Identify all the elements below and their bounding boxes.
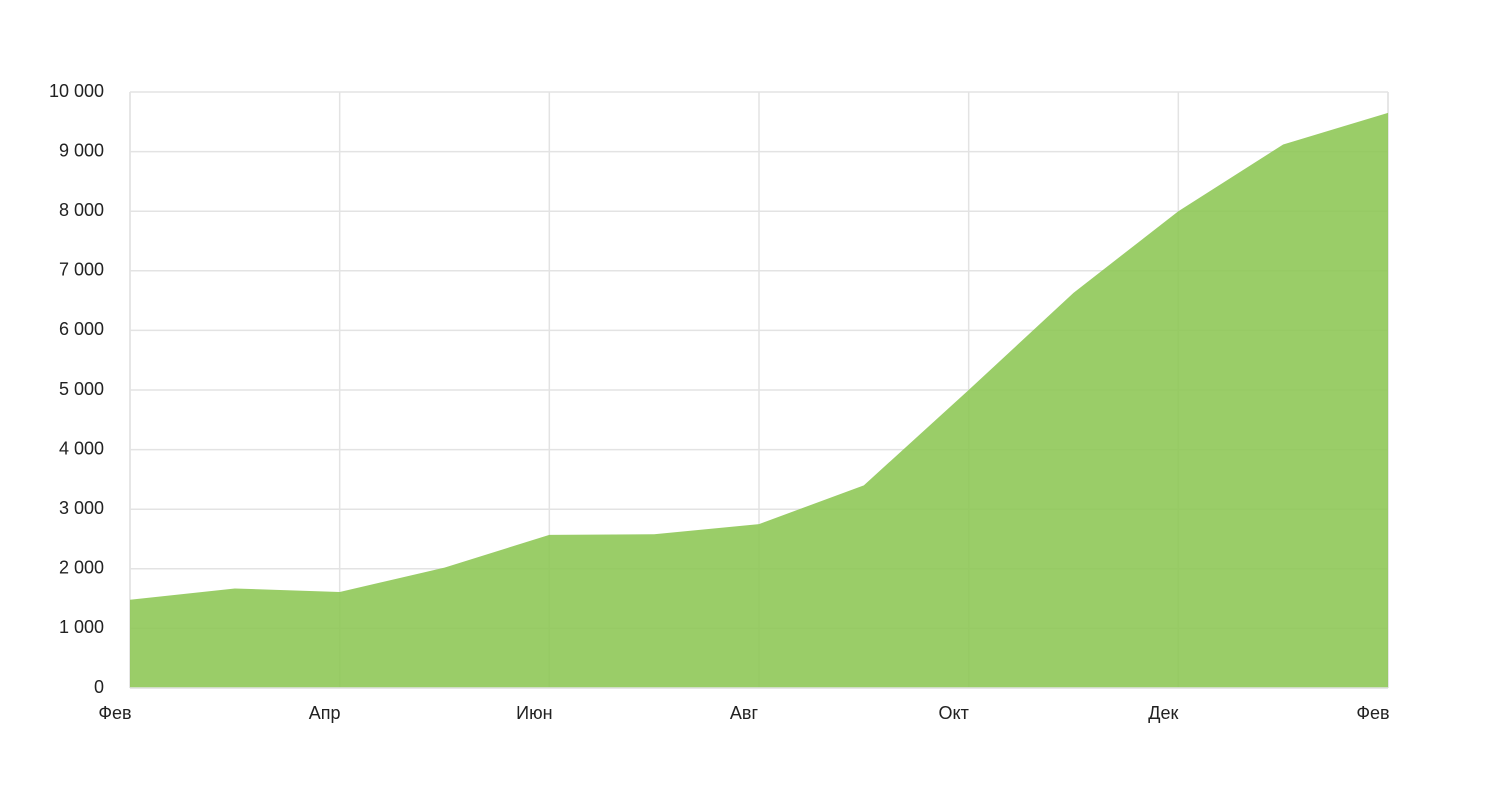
- x-tick-label: Апр: [309, 703, 341, 723]
- y-tick-label: 9 000: [59, 140, 104, 160]
- x-tick-label: Дек: [1148, 703, 1178, 723]
- y-tick-label: 3 000: [59, 498, 104, 518]
- y-tick-label: 4 000: [59, 438, 104, 458]
- x-tick-label: Окт: [939, 703, 969, 723]
- y-tick-label: 7 000: [59, 260, 104, 280]
- x-tick-label: Июн: [516, 703, 552, 723]
- y-tick-label: 8 000: [59, 200, 104, 220]
- x-tick-label: Авг: [730, 703, 759, 723]
- y-tick-label: 6 000: [59, 319, 104, 339]
- y-tick-label: 5 000: [59, 379, 104, 399]
- y-tick-label: 10 000: [49, 81, 104, 101]
- x-tick-label: Фев: [98, 703, 131, 723]
- y-tick-label: 0: [94, 677, 104, 697]
- area: [130, 112, 1388, 689]
- y-tick-label: 1 000: [59, 617, 104, 637]
- y-tick-label: 2 000: [59, 558, 104, 578]
- x-tick-label: Фев: [1356, 703, 1389, 723]
